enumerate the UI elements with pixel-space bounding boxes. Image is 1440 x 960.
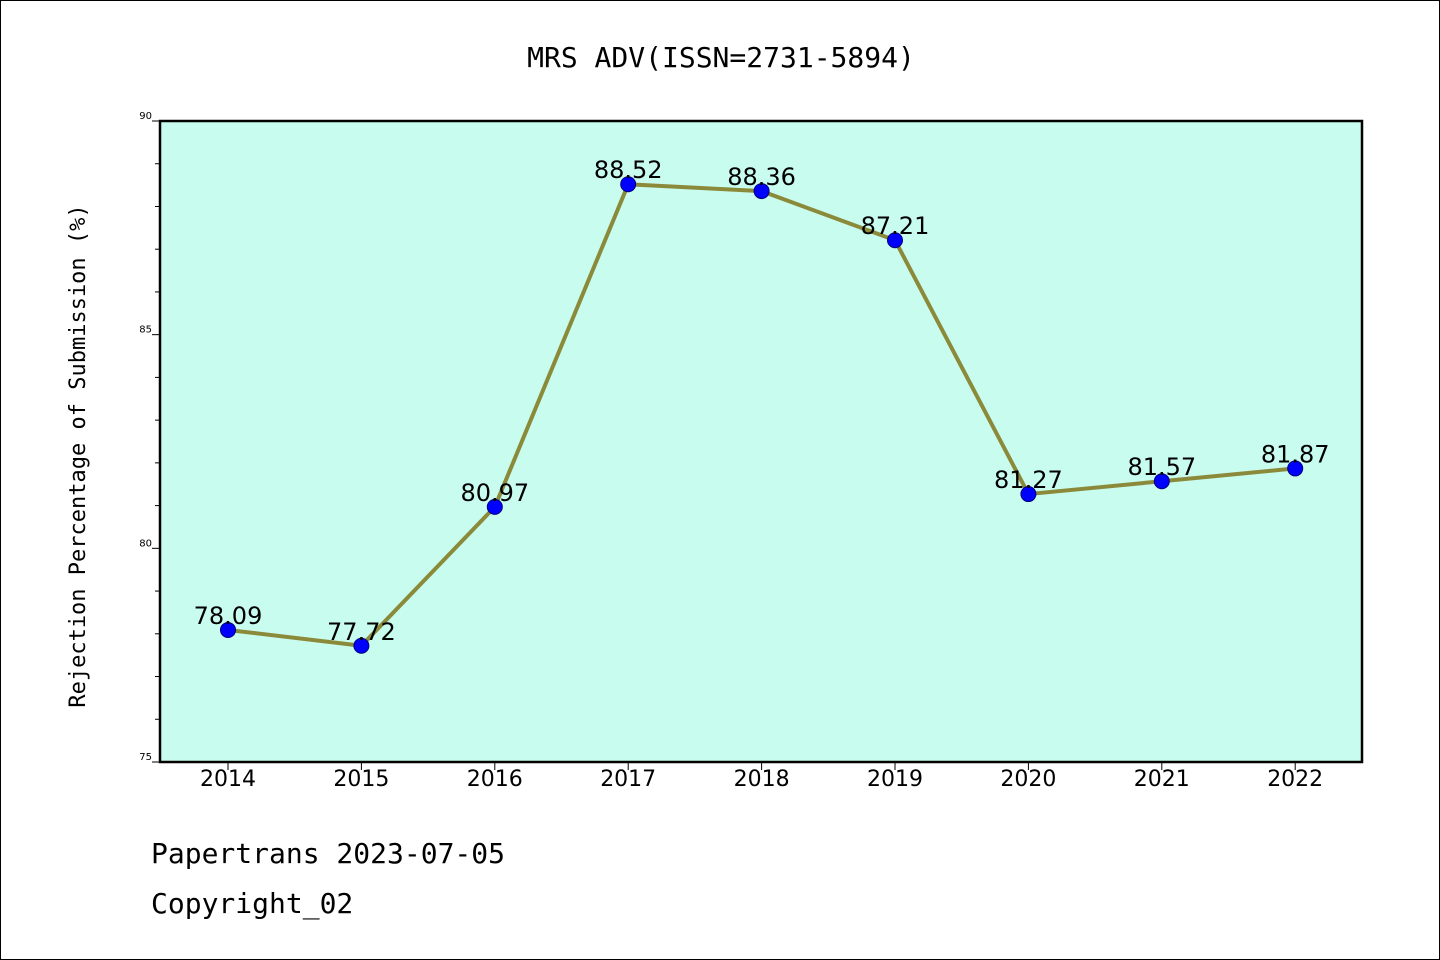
data-point bbox=[1287, 460, 1304, 477]
data-point bbox=[887, 232, 903, 249]
x-tick-label: 2016 bbox=[467, 767, 523, 792]
x-tick-label: 2020 bbox=[1000, 767, 1056, 792]
x-tick-label: 2021 bbox=[1134, 767, 1190, 792]
data-point bbox=[353, 637, 370, 654]
plot-area bbox=[158, 119, 1364, 764]
data-point bbox=[620, 176, 637, 193]
footer-date-line: Papertrans 2023-07-05 bbox=[151, 837, 506, 870]
x-tick-label: 2022 bbox=[1267, 767, 1323, 792]
data-label: 88.36 bbox=[727, 163, 796, 191]
x-tick-label: 2015 bbox=[333, 767, 389, 792]
data-label: 80.97 bbox=[460, 479, 529, 507]
data-label: 81.87 bbox=[1261, 440, 1330, 468]
data-point bbox=[1020, 486, 1037, 503]
chart-title: MRS ADV(ISSN=2731-5894) bbox=[527, 41, 915, 74]
data-label: 81.27 bbox=[994, 466, 1063, 494]
data-point bbox=[486, 498, 503, 515]
data-label: 77.72 bbox=[327, 618, 396, 646]
x-tick-label: 2018 bbox=[734, 767, 790, 792]
y-tick-label: 75 bbox=[139, 752, 152, 763]
footer-copyright-line: Copyright_02 bbox=[151, 887, 354, 920]
data-point bbox=[1153, 473, 1170, 490]
data-label: 78.09 bbox=[194, 602, 263, 630]
data-label: 88.52 bbox=[594, 156, 663, 184]
data-point bbox=[220, 621, 236, 638]
y-tick-label: 90 bbox=[139, 111, 152, 122]
x-tick-label: 2017 bbox=[600, 767, 656, 792]
y-axis-label: Rejection Percentage of Submission (%) bbox=[66, 204, 91, 707]
y-tick-label: 85 bbox=[139, 325, 152, 336]
x-tick-label: 2014 bbox=[200, 767, 256, 792]
x-tick-label: 2019 bbox=[867, 767, 923, 792]
data-label: 87.21 bbox=[861, 212, 930, 240]
data-label: 81.57 bbox=[1127, 453, 1196, 481]
data-point bbox=[753, 183, 770, 200]
y-tick-label: 80 bbox=[139, 538, 152, 549]
